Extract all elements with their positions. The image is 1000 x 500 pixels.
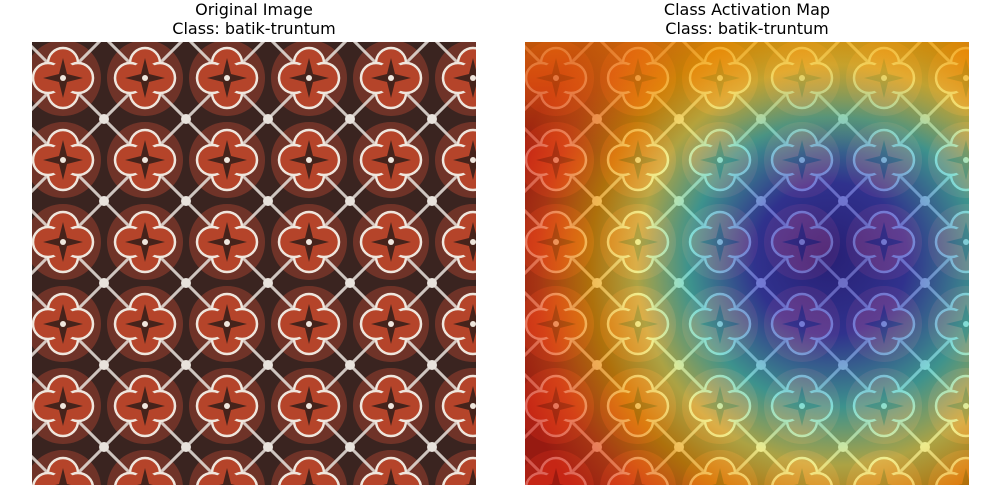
title-line-1: Class Activation Map — [663, 0, 831, 19]
original-image — [32, 42, 476, 485]
activation-map-image — [525, 42, 969, 485]
title-line-2: Class: batik-truntum — [172, 19, 336, 38]
title-line-1: Original Image — [195, 0, 313, 19]
activation-map-panel: Class Activation Map Class: batik-truntu… — [525, 0, 969, 500]
title-line-2: Class: batik-truntum — [665, 19, 829, 38]
original-image-panel: Original Image Class: batik-truntum — [32, 0, 476, 500]
original-image-title: Original Image Class: batik-truntum — [12, 0, 496, 38]
activation-map-title: Class Activation Map Class: batik-truntu… — [505, 0, 989, 38]
